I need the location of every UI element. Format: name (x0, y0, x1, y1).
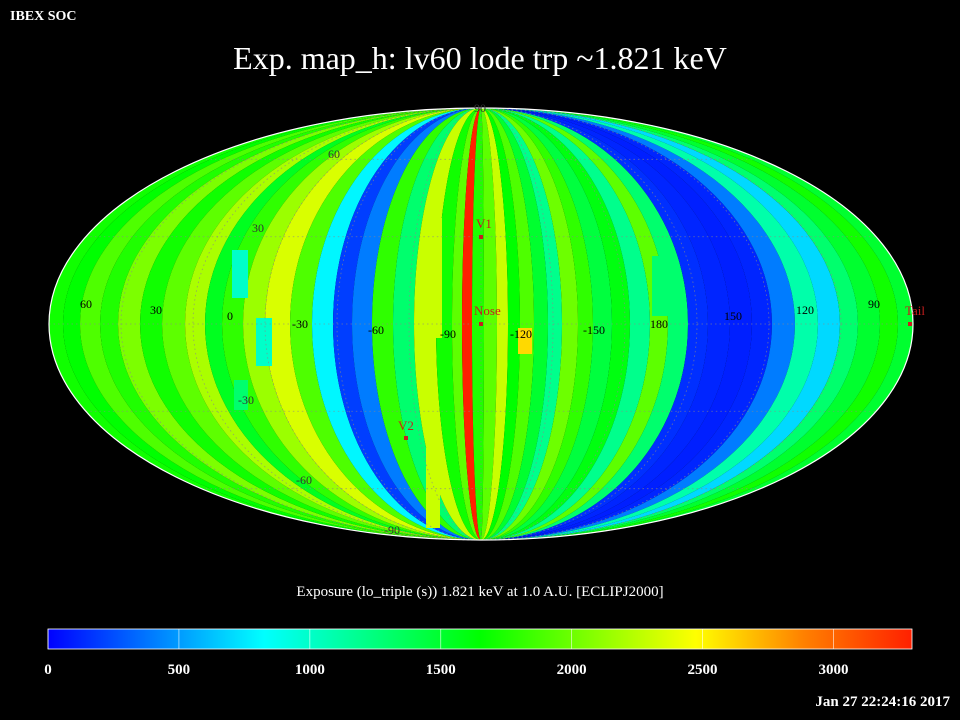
longitude-label: 30 (150, 303, 162, 317)
exposure-strip (393, 108, 481, 540)
latitude-label: 30 (252, 221, 264, 235)
latitude-label: -60 (296, 473, 312, 487)
exposure-patch (232, 250, 248, 298)
marker-dot (479, 235, 483, 239)
latitude-label: -90 (384, 523, 400, 537)
grid-labels: 60 30 0 -30 -60 -90 -120 -150 180 150 120 90 90 60 30 -… (80, 101, 880, 537)
longitude-label: 150 (724, 309, 742, 323)
latitude-label: -30 (238, 393, 254, 407)
longitude-label: -30 (292, 317, 308, 331)
exposure-strip (414, 108, 481, 540)
colorbar-tick-label: 2000 (557, 662, 587, 678)
marker-label-tail: Tail (905, 303, 925, 318)
longitude-label: 0 (227, 309, 233, 323)
exposure-strip (481, 108, 562, 540)
exposure-strip (481, 108, 534, 540)
exposure-patch (652, 256, 668, 316)
marker-label-v1: V1 (476, 216, 492, 231)
longitude-label: 60 (80, 297, 92, 311)
timestamp: Jan 27 22:24:16 2017 (815, 694, 950, 710)
exposure-strip (481, 108, 578, 540)
exposure-patch (426, 448, 440, 528)
graticule-grid (48, 107, 914, 541)
colorbar-tick-label: 1000 (295, 662, 325, 678)
colorbar-tick-label: 3000 (818, 662, 848, 678)
longitude-label: 180 (650, 317, 668, 331)
latitude-label: 90 (474, 101, 486, 115)
colorbar-title: Exposure (lo_triple (s)) 1.821 keV at 1.… (296, 584, 664, 600)
exposure-strip (481, 108, 548, 540)
exposure-strip (481, 108, 520, 540)
exposure-strip (352, 108, 481, 540)
colorbar-ticks: 0 500 1000 1500 2000 2500 3000 (44, 628, 913, 678)
map-title: Exp. map_h: lv60 lode trp ~1.821 keV (233, 40, 727, 76)
longitude-label: -60 (368, 323, 384, 337)
exposure-strip (481, 108, 508, 540)
longitude-label: -90 (440, 327, 456, 341)
exposure-strip (481, 108, 612, 540)
map-border (48, 107, 914, 541)
colorbar-tick-label: 2500 (688, 662, 718, 678)
marker-label-v2: V2 (398, 418, 414, 433)
marker-dot (404, 436, 408, 440)
colorbar-tick-label: 500 (168, 662, 191, 678)
map-markers: V1 Nose V2 Tail (398, 216, 925, 440)
exposure-strip (462, 108, 481, 540)
colorbar-gradient (48, 629, 912, 649)
colorbar-tick-label: 0 (44, 662, 52, 678)
colorbar-tick-label: 1500 (426, 662, 456, 678)
marker-dot (908, 322, 912, 326)
latitude-label: 60 (328, 147, 340, 161)
exposure-strip (436, 108, 481, 540)
marker-dot (479, 322, 483, 326)
longitude-label: 120 (796, 303, 814, 317)
exposure-strip (481, 108, 497, 540)
exposure-strip (452, 108, 481, 540)
exposure-patch (428, 218, 442, 338)
exposure-patch (234, 380, 248, 410)
longitude-label: -150 (583, 323, 605, 337)
exposure-patch (256, 318, 272, 366)
org-label: IBEX SOC (10, 9, 77, 24)
longitude-label: 90 (868, 297, 880, 311)
exposure-strip (372, 108, 481, 540)
marker-label-nose: Nose (474, 303, 501, 318)
colorbar-frame (47, 628, 913, 650)
longitude-label: -120 (510, 327, 532, 341)
exposure-patch (518, 328, 532, 354)
